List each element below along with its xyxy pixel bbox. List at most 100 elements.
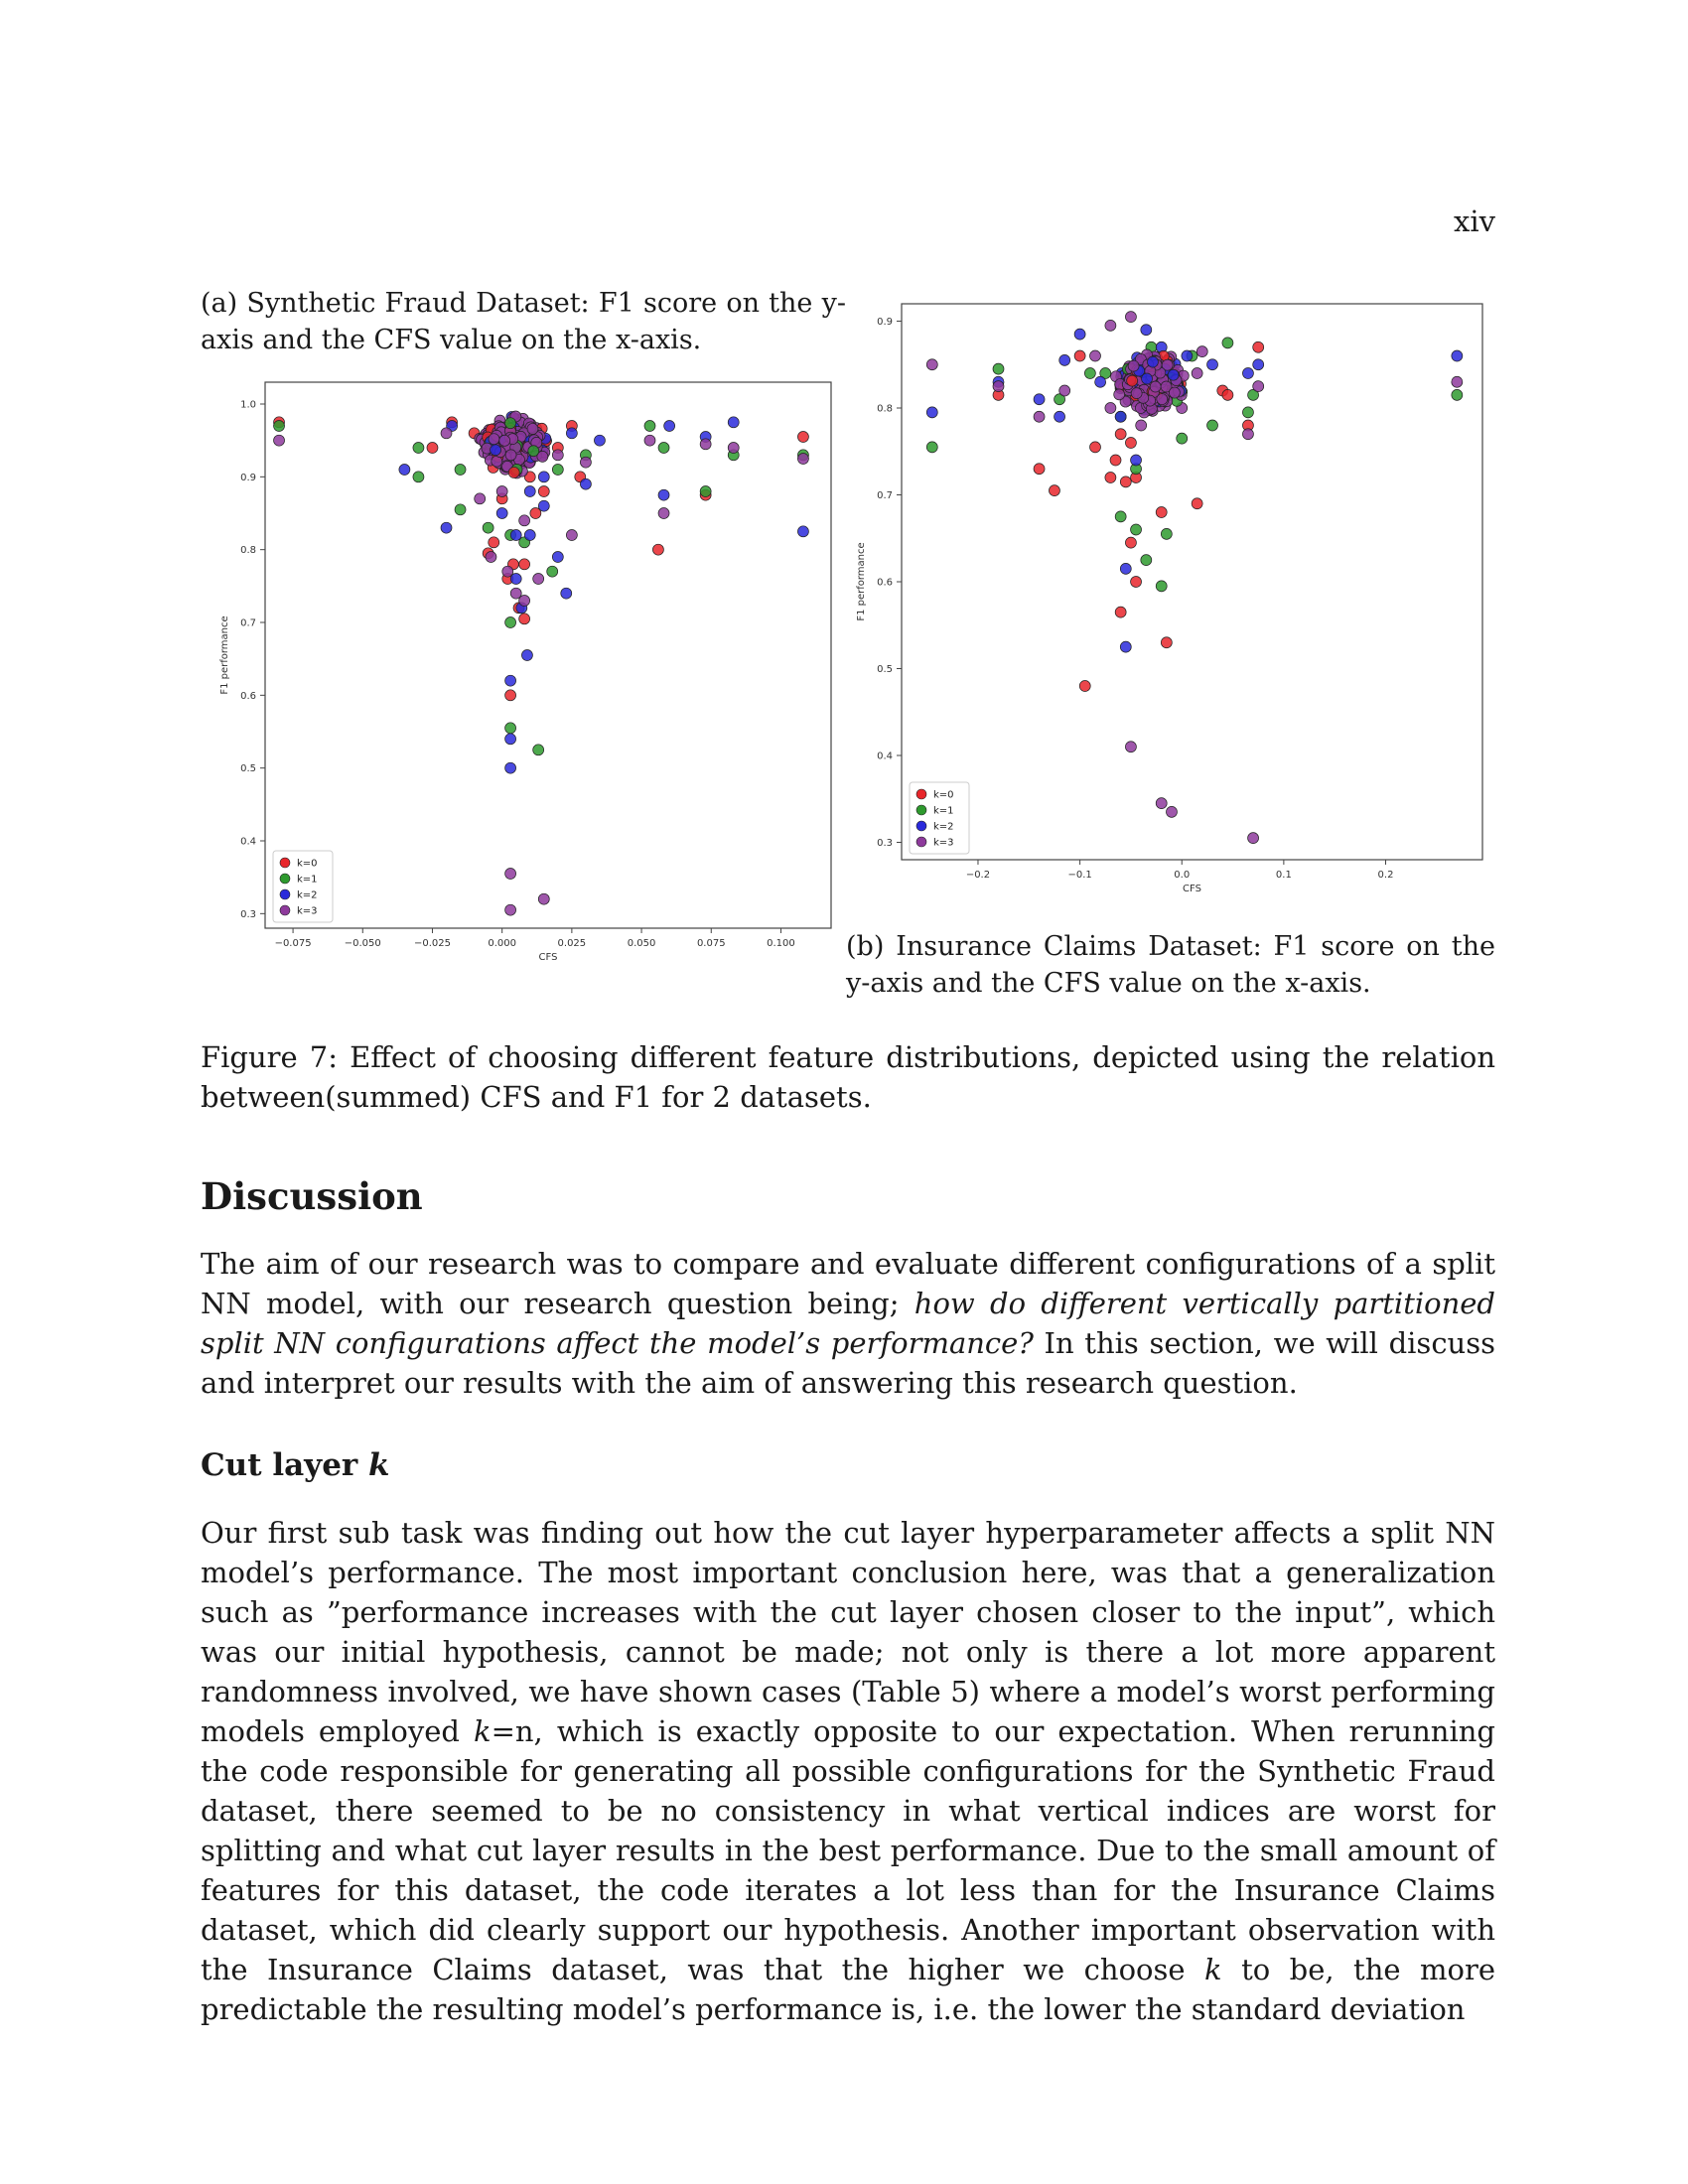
scatter-point <box>1114 410 1127 423</box>
cut-layer-paragraph: Our first sub task was finding out how t… <box>201 1513 1495 2029</box>
scatter-point <box>1113 388 1126 401</box>
scatter-point <box>551 551 564 563</box>
scatter-point <box>1119 476 1132 488</box>
scatter-point <box>992 380 1005 392</box>
subsection-title-cut-layer: Cut layer k <box>201 1447 390 1483</box>
scatter-point <box>1127 359 1140 372</box>
scatter-point <box>504 903 516 916</box>
text-run: =n, which is exactly opposite to our exp… <box>201 1714 1495 1986</box>
scatter-point <box>426 442 439 454</box>
scatter-point <box>523 529 536 541</box>
series-k=0 <box>992 341 1265 692</box>
scatter-point <box>488 433 500 446</box>
scatter-point <box>1119 640 1132 653</box>
scatter-point <box>532 573 545 585</box>
subsection-title-k: k <box>368 1447 390 1483</box>
x-tick-label: 0.050 <box>628 938 656 949</box>
x-axis-label: CFS <box>539 952 558 963</box>
scatter-point <box>474 492 487 505</box>
y-tick-label: 0.4 <box>240 837 256 848</box>
section-title-discussion: Discussion <box>201 1174 423 1218</box>
legend-marker <box>915 804 927 816</box>
discussion-paragraph: The aim of our research was to compare a… <box>201 1244 1495 1403</box>
scatter-point <box>1147 355 1159 368</box>
scatter-point <box>454 503 467 516</box>
scatter-point <box>580 478 592 490</box>
scatter-point <box>580 456 592 469</box>
x-tick-label: 0.075 <box>697 938 726 949</box>
scatter-point <box>440 521 453 534</box>
math-k: k <box>474 1714 492 1748</box>
scatter-point <box>1094 375 1106 388</box>
scatter-point <box>509 573 522 585</box>
dense-cluster-points <box>1110 348 1190 419</box>
scatter-point <box>504 417 516 430</box>
x-tick-label: −0.075 <box>275 938 312 949</box>
scatter-point <box>1058 384 1071 397</box>
scatter-point <box>440 427 453 440</box>
scatter-point <box>1166 806 1178 818</box>
scatter-point <box>1242 428 1254 441</box>
scatter-point <box>1247 832 1259 844</box>
scatter-point <box>482 521 494 534</box>
scatter-point <box>1206 419 1218 432</box>
scatter-point <box>526 423 539 435</box>
scatter-point <box>1114 510 1127 523</box>
scatter-point <box>1109 454 1122 467</box>
y-tick-label: 0.9 <box>240 473 256 483</box>
legend-label: k=0 <box>933 790 954 801</box>
text-run: Our first sub task was finding out how t… <box>201 1516 1495 1748</box>
x-tick-label: 0.100 <box>767 938 795 949</box>
scatter-point <box>1135 419 1148 432</box>
y-axis-label: F1 performance <box>856 542 867 620</box>
scatter-point <box>1221 389 1234 401</box>
x-tick-label: −0.2 <box>966 870 990 881</box>
x-tick-label: 0.000 <box>488 938 516 949</box>
y-tick-label: 0.5 <box>240 763 256 774</box>
scatter-point <box>1451 349 1464 362</box>
scatter-point <box>523 471 536 483</box>
scatter-point <box>1099 367 1112 379</box>
research-question: how do different vertically partitioned … <box>201 1287 1495 1360</box>
scatter-point <box>1125 741 1137 753</box>
scatter-point <box>797 525 809 538</box>
scatter-point <box>518 595 530 607</box>
scatter-point <box>797 453 809 465</box>
scatter-point <box>699 485 712 497</box>
scatter-point <box>1104 402 1117 414</box>
scatter-point <box>1169 386 1181 399</box>
legend-label: k=1 <box>933 806 954 817</box>
x-tick-label: −0.025 <box>414 938 451 949</box>
series-k=3 <box>925 311 1464 844</box>
y-axis-label: F1 performance <box>219 615 230 694</box>
scatter-point <box>1073 328 1086 341</box>
x-tick-label: 0.025 <box>558 938 587 949</box>
scatter-point <box>537 485 550 497</box>
y-tick-label: 0.3 <box>240 909 256 920</box>
scatter-point <box>509 529 522 541</box>
figure-caption: Figure 7: Effect of choosing different f… <box>201 1040 1495 1114</box>
scatter-point <box>1078 680 1091 692</box>
scatter-point <box>1141 372 1153 385</box>
scatter-point <box>398 464 411 476</box>
scatter-point <box>663 420 675 432</box>
scatter-point <box>699 438 712 451</box>
scatter-point <box>504 674 516 687</box>
scatter-chart-insurance-claims: −0.2 −0.1 0.0 0.1 0.2 0.3 0.4 0.5 0.6 0.7 0.8 0.9 CF… <box>856 303 1483 894</box>
scatter-point <box>536 451 549 463</box>
scatter-point <box>1247 389 1259 401</box>
scatter-point <box>1181 349 1194 362</box>
scatter-point <box>551 464 564 476</box>
plot-frame <box>901 303 1483 861</box>
scatter-point <box>1073 349 1086 362</box>
y-tick-label: 0.5 <box>877 664 893 675</box>
scatter-point <box>1242 367 1254 379</box>
legend-label: k=1 <box>297 875 318 886</box>
scatter-point <box>643 434 656 447</box>
x-tick-label: −0.050 <box>345 938 381 949</box>
scatter-point <box>521 649 533 661</box>
scatter-point <box>1252 380 1265 392</box>
scatter-point <box>495 507 508 519</box>
dense-cluster-points <box>474 410 552 479</box>
scatter-point <box>1054 410 1065 423</box>
